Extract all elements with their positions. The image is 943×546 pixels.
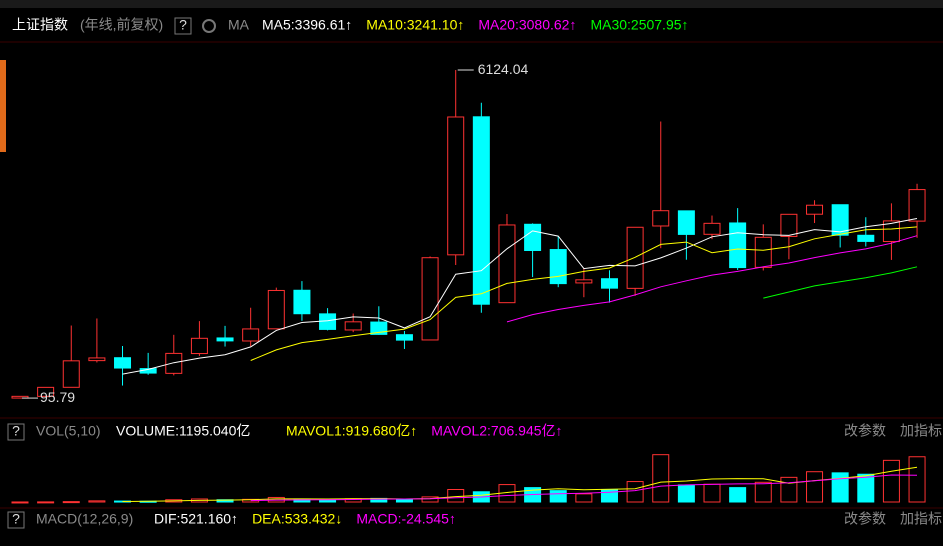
candle-body xyxy=(293,289,311,315)
legend: MAVOL1:919.680亿↑ MAVOL2:706.945亿↑ xyxy=(286,423,563,439)
ma-line xyxy=(122,218,918,375)
candle-body xyxy=(190,337,208,355)
candle-body xyxy=(498,224,516,304)
help-box[interactable] xyxy=(7,511,25,529)
help[interactable]: ? xyxy=(12,423,20,439)
volume-bar xyxy=(857,473,875,503)
ma-line xyxy=(250,226,918,361)
candle-body xyxy=(472,116,490,305)
candle-body xyxy=(831,204,849,236)
button[interactable]: 改参数 xyxy=(844,423,886,439)
help-box[interactable] xyxy=(174,17,192,35)
help[interactable]: ? xyxy=(179,17,187,33)
high-annotation: 6124.04 xyxy=(478,61,529,77)
candle-body xyxy=(62,360,80,388)
volume-bar xyxy=(37,501,55,504)
ma-line xyxy=(506,235,918,323)
candle-body xyxy=(447,116,465,256)
candle-body xyxy=(882,220,900,243)
volume-label: VOLUME:1195.040亿 xyxy=(116,423,250,439)
legend: MA5:3396.61↑ MA10:3241.10↑ MA20:3080.62↑ MA… xyxy=(262,17,689,33)
candle-body xyxy=(524,223,542,251)
volume-bar xyxy=(677,484,695,503)
volume-bar xyxy=(575,493,593,503)
candle-body xyxy=(729,222,747,269)
candle-body xyxy=(908,189,926,222)
ma-line xyxy=(250,474,918,502)
volume-bar xyxy=(729,487,747,503)
candle-body xyxy=(549,249,567,285)
candle-body xyxy=(575,279,593,284)
candle-body xyxy=(806,204,824,215)
legend-entry: MA10:3241.10↑ xyxy=(366,17,464,33)
candle-body xyxy=(600,278,618,289)
candle-body xyxy=(319,313,337,330)
panel-title: MACD(12,26,9) xyxy=(36,511,133,527)
candle-body xyxy=(370,321,388,335)
volume-bar xyxy=(754,481,772,503)
symbol: 上证指数 xyxy=(12,17,68,33)
candle-body xyxy=(754,236,772,268)
panel-title: VOL(5,10) xyxy=(36,423,101,439)
period: (年线,前复权) xyxy=(80,17,163,33)
volume-bar xyxy=(831,472,849,503)
candle-body xyxy=(11,395,29,399)
button[interactable]: 改参数 xyxy=(844,511,886,527)
candle-body xyxy=(37,386,55,397)
volume-bar xyxy=(447,489,465,503)
volume-bar xyxy=(421,496,439,503)
volume-bar xyxy=(395,499,413,503)
volume-bar xyxy=(88,500,106,503)
button[interactable]: 加指标 xyxy=(900,511,942,527)
legend-entry: MAVOL1:919.680亿↑ xyxy=(286,423,417,439)
candle-body xyxy=(395,334,413,341)
legend-entry: MAVOL2:706.945亿↑ xyxy=(431,423,562,439)
button[interactable]: 加指标 xyxy=(900,423,942,439)
candle-body xyxy=(652,210,670,227)
candle-body xyxy=(165,352,183,374)
candle-body xyxy=(703,222,721,235)
candle-body xyxy=(677,210,695,235)
candle-body xyxy=(88,357,106,362)
ma-line xyxy=(763,266,918,299)
volume-bar xyxy=(11,501,29,504)
settings-icon[interactable] xyxy=(202,19,216,33)
volume-bar xyxy=(626,481,644,503)
legend-entry: DIF:521.160↑ xyxy=(154,511,238,527)
legend-entry: MA5:3396.61↑ xyxy=(262,17,352,33)
candle-body xyxy=(216,337,234,342)
side-marker xyxy=(0,60,6,152)
low-annotation: 95.79 xyxy=(40,389,75,405)
top-tab-bar xyxy=(0,0,943,8)
volume-bar xyxy=(780,476,798,503)
volume-bar xyxy=(806,471,824,503)
volume-bar xyxy=(549,490,567,503)
legend-entry: MACD:-24.545↑ xyxy=(356,511,456,527)
legend-entry: MA20:3080.62↑ xyxy=(478,17,576,33)
volume-bar xyxy=(652,454,670,503)
help-box[interactable] xyxy=(7,423,25,441)
candle-body xyxy=(242,328,260,342)
legend: DIF:521.160↑ DEA:533.432↓ MACD:-24.545↑ xyxy=(154,511,456,527)
candle-body xyxy=(344,321,362,331)
volume-bar xyxy=(908,456,926,503)
legend-entry: MA30:2507.95↑ xyxy=(590,17,688,33)
candle-body xyxy=(780,213,798,237)
volume-bar xyxy=(62,501,80,504)
volume-bar xyxy=(703,483,721,503)
candle-body xyxy=(421,257,439,341)
candle-body xyxy=(267,289,285,330)
candle-body xyxy=(114,357,132,369)
help[interactable]: ? xyxy=(12,511,20,527)
candle-body xyxy=(857,234,875,242)
legend-entry: DEA:533.432↓ xyxy=(252,511,342,527)
volume-bar xyxy=(882,459,900,503)
indicator: MA xyxy=(228,17,250,33)
